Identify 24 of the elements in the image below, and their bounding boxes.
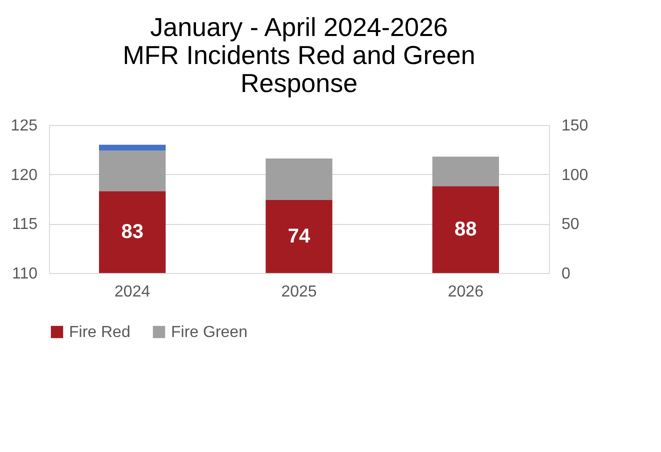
bar: [432, 156, 499, 186]
data-label: 88: [454, 218, 477, 241]
data-label: 74: [288, 225, 311, 248]
bar: [266, 158, 332, 200]
y2-tick-label: 0: [562, 266, 570, 282]
legend-label: Fire Green: [171, 324, 248, 341]
y-tick-label: 110: [12, 266, 38, 282]
bar: [99, 150, 166, 192]
y2-tick-label: 150: [562, 118, 588, 134]
chart-title: January - April 2024-2026 MFR Incidents Red and Green Response: [122, 12, 476, 98]
y-tick-label: 125: [10, 118, 38, 134]
legend-label: Fire Red: [69, 324, 130, 341]
data-label: 83: [121, 221, 144, 244]
y2-tick-label: 100: [562, 166, 588, 184]
x-tick-label: 2025: [281, 284, 317, 300]
bar: [266, 200, 332, 273]
y2-tick-label: 50: [562, 216, 580, 234]
bar: [432, 186, 499, 273]
bar: [99, 191, 166, 273]
bar: [99, 144, 166, 151]
x-tick-label: 2024: [114, 284, 150, 300]
y-tick-label: 120: [10, 166, 38, 184]
y-tick-label: 115: [12, 216, 38, 234]
x-tick-label: 2026: [448, 284, 484, 300]
